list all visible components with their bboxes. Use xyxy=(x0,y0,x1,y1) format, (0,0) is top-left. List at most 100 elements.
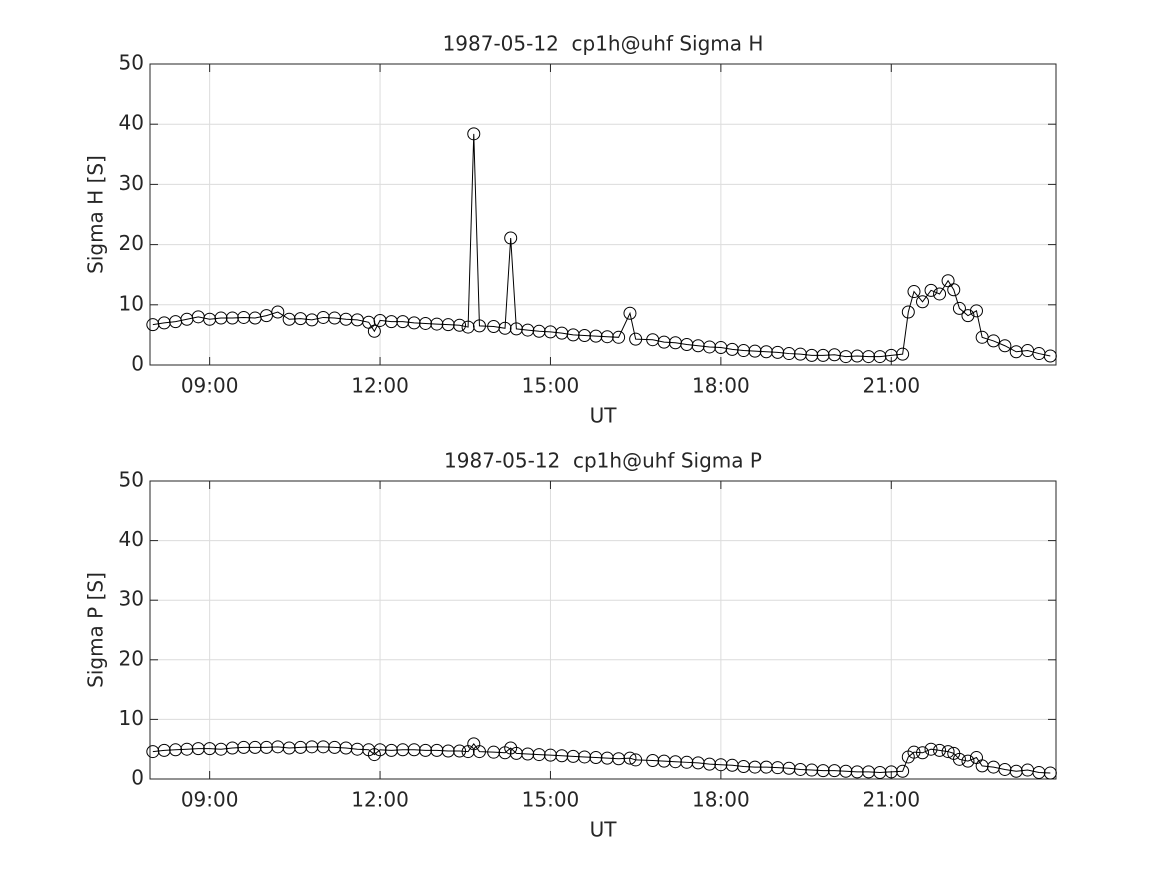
data-point xyxy=(396,315,410,329)
data-point xyxy=(532,324,546,338)
data-point xyxy=(467,127,481,141)
data-point xyxy=(827,764,841,778)
data-point xyxy=(589,751,603,765)
data-point xyxy=(850,765,864,779)
data-point xyxy=(793,762,807,776)
y-axis-label: Sigma H [S] xyxy=(84,155,108,274)
data-point xyxy=(407,316,421,330)
data-point xyxy=(612,330,626,344)
data-point xyxy=(969,304,983,318)
data-point xyxy=(271,740,285,754)
axes-box xyxy=(149,63,1057,366)
data-point xyxy=(600,330,614,344)
y-tick-label: 50 xyxy=(119,51,144,75)
data-point xyxy=(691,339,705,353)
data-point xyxy=(282,312,296,326)
data-point xyxy=(782,347,796,361)
data-point xyxy=(1009,345,1023,359)
data-point xyxy=(350,742,364,756)
data-point xyxy=(884,348,898,362)
data-point xyxy=(933,743,947,757)
y-tick-label: 10 xyxy=(119,706,144,730)
data-point xyxy=(933,287,947,301)
data-point xyxy=(509,746,523,760)
x-tick-label: 21:00 xyxy=(862,788,920,812)
data-point xyxy=(839,350,853,364)
data-point xyxy=(441,744,455,758)
data-point xyxy=(509,322,523,336)
data-point xyxy=(1043,766,1057,780)
data-point xyxy=(237,740,251,754)
x-tick-label: 09:00 xyxy=(181,374,239,398)
data-point xyxy=(1009,764,1023,778)
data-point xyxy=(328,311,342,325)
y-axis-label: Sigma P [S] xyxy=(84,572,108,688)
data-point xyxy=(961,309,975,323)
data-point xyxy=(629,753,643,767)
data-point xyxy=(578,750,592,764)
data-point xyxy=(555,749,569,763)
data-point xyxy=(961,754,975,768)
data-point xyxy=(461,320,475,334)
data-point xyxy=(441,318,455,332)
x-tick-label: 15:00 xyxy=(522,374,580,398)
data-point xyxy=(896,764,910,778)
data-point xyxy=(998,339,1012,353)
data-point xyxy=(543,748,557,762)
data-point xyxy=(339,741,353,755)
data-point xyxy=(566,749,580,763)
axes-box xyxy=(149,480,1057,780)
data-point xyxy=(771,345,785,359)
data-point xyxy=(453,744,467,758)
data-point xyxy=(916,746,930,760)
data-point xyxy=(901,305,915,319)
data-point xyxy=(180,742,194,756)
data-point xyxy=(916,295,930,309)
data-point xyxy=(737,759,751,773)
data-point xyxy=(294,740,308,754)
data-point xyxy=(203,312,217,326)
data-point xyxy=(623,306,637,320)
data-point xyxy=(748,760,762,774)
data-point xyxy=(305,740,319,754)
data-point xyxy=(504,231,518,245)
data-point xyxy=(237,310,251,324)
data-point xyxy=(941,745,955,759)
data-point xyxy=(771,761,785,775)
data-point xyxy=(418,743,432,757)
x-tick-label: 15:00 xyxy=(522,788,580,812)
data-point xyxy=(924,283,938,297)
x-tick-label: 09:00 xyxy=(181,788,239,812)
data-point xyxy=(498,321,512,335)
data-point xyxy=(146,745,160,759)
x-tick-label: 12:00 xyxy=(351,374,409,398)
data-point xyxy=(472,319,486,333)
data-point xyxy=(924,742,938,756)
y-tick-label: 50 xyxy=(119,468,144,492)
data-point xyxy=(975,759,989,773)
x-axis-label: UT xyxy=(590,818,618,842)
data-point xyxy=(203,742,217,756)
data-point xyxy=(691,756,705,770)
x-tick-label: 12:00 xyxy=(351,788,409,812)
data-point xyxy=(816,764,830,778)
data-point xyxy=(282,741,296,755)
data-point xyxy=(521,747,535,761)
data-point xyxy=(214,311,228,325)
data-point xyxy=(703,757,717,771)
data-point xyxy=(578,329,592,343)
data-point xyxy=(1043,349,1057,363)
data-point xyxy=(759,345,773,359)
data-point xyxy=(487,745,501,759)
x-axis-label: UT xyxy=(590,404,618,428)
y-tick-label: 40 xyxy=(119,111,144,135)
data-point xyxy=(907,285,921,299)
y-tick-label: 20 xyxy=(119,231,144,255)
data-line xyxy=(152,133,1051,358)
data-point xyxy=(646,754,660,768)
data-point xyxy=(543,325,557,339)
data-point xyxy=(328,740,342,754)
data-point xyxy=(952,752,966,766)
